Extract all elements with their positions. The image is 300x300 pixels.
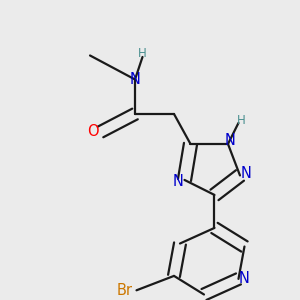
Text: Br: Br — [117, 283, 133, 298]
Text: O: O — [87, 124, 99, 140]
Text: N: N — [239, 272, 250, 286]
Text: N: N — [172, 174, 183, 189]
Text: H: H — [138, 47, 147, 60]
Text: N: N — [225, 134, 236, 148]
Text: N: N — [130, 72, 140, 87]
Text: N: N — [241, 167, 251, 182]
Text: H: H — [237, 114, 246, 127]
